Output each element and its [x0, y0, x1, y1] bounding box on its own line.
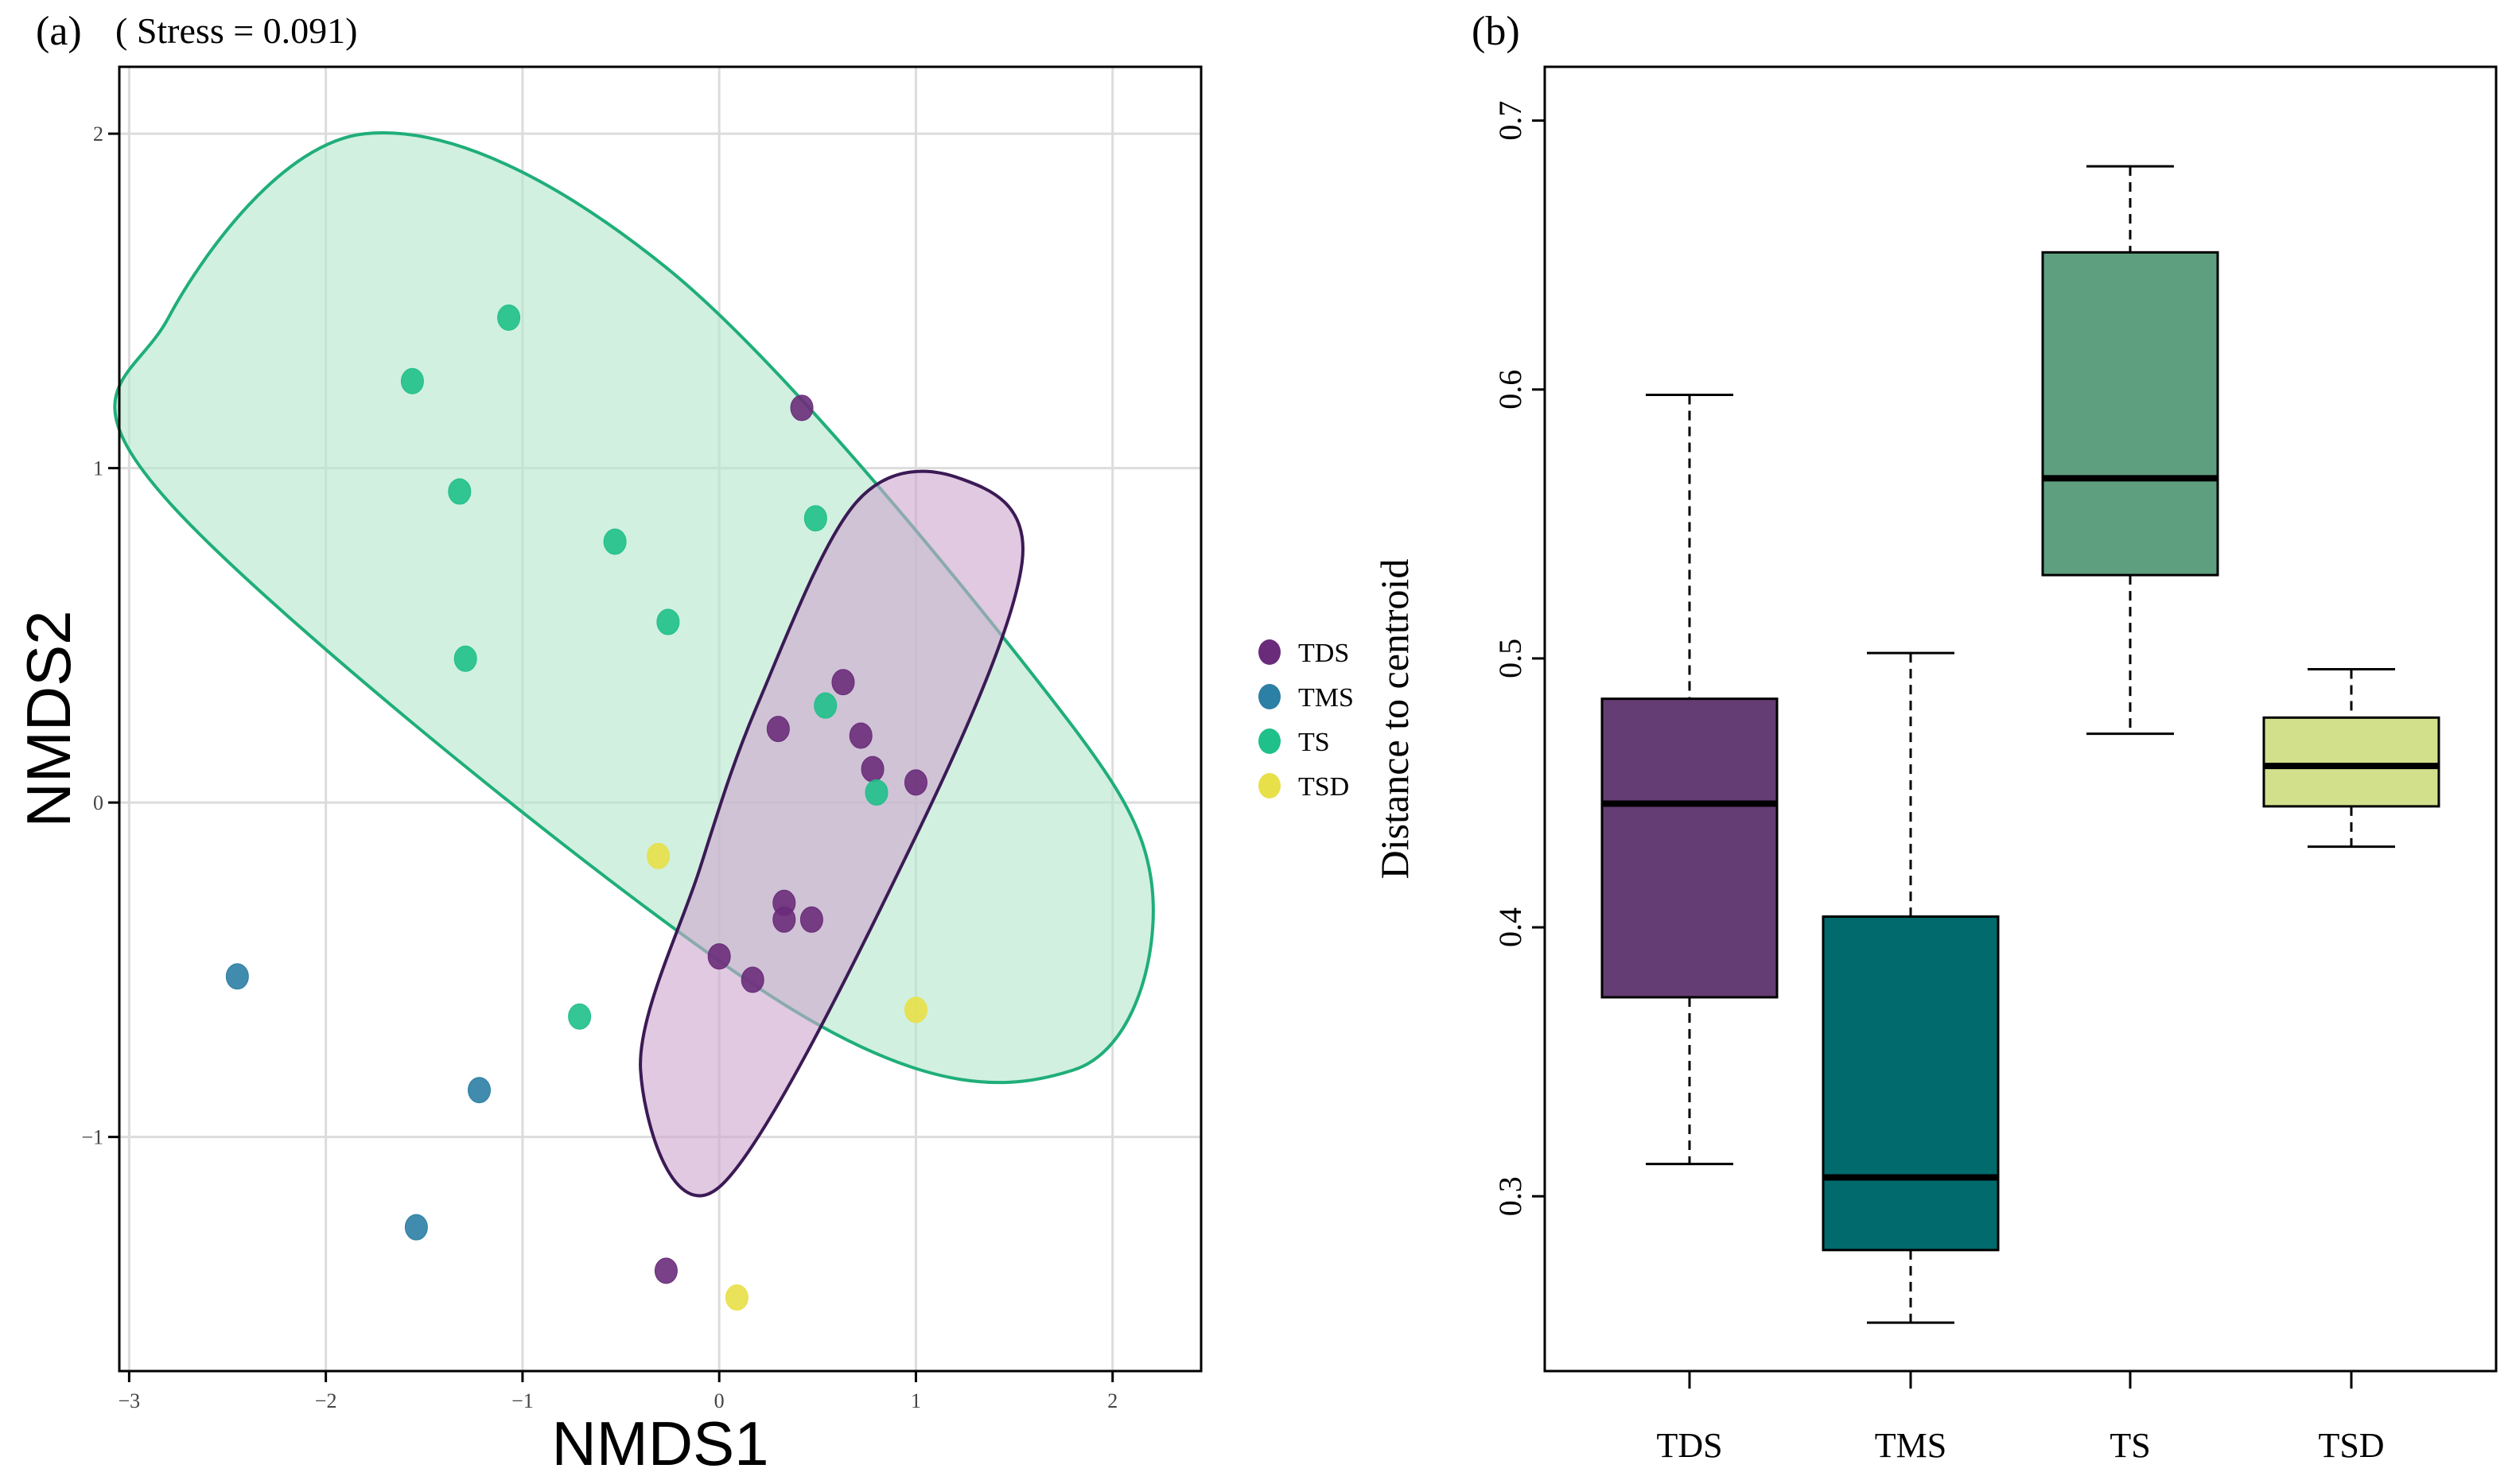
point-tds: [766, 716, 790, 743]
x-tick-label: 2: [1107, 1389, 1118, 1412]
x-tick-label: −1: [511, 1389, 534, 1412]
legend-swatch-tms: [1258, 684, 1281, 709]
legend-label-tds: TDS: [1298, 639, 1349, 668]
point-ts: [453, 645, 477, 672]
box-iqr: [2041, 251, 2219, 577]
box-tms: [1822, 651, 2000, 1324]
point-ts: [400, 367, 424, 394]
panel-b-tag: (b): [1472, 9, 1520, 54]
x-tick-label: TSD: [2318, 1426, 2384, 1465]
point-tds: [861, 756, 885, 783]
boxplot-frame: [1543, 65, 2498, 1373]
ellipse-tds: [639, 469, 1025, 1198]
y-tick-label: 0.3: [1492, 1176, 1528, 1216]
scatter-points: [225, 304, 927, 1311]
point-tds: [904, 769, 927, 796]
nmds-scatter-panel: −3 −2 −1 0 1 2 −1 0 1 2 NMDS1 NMDS2 TDS TMS TS TSD: [14, 65, 1354, 1478]
point-tms: [404, 1214, 428, 1241]
scatter-ellipses: [113, 131, 1155, 1198]
legend-label-tsd: TSD: [1298, 772, 1349, 802]
y-tick-label: 0.5: [1492, 639, 1528, 678]
y-tick-label: 0: [93, 791, 103, 814]
point-ts: [656, 608, 680, 635]
x-tick-label: TS: [2110, 1426, 2150, 1465]
y-tick-label: 1: [93, 457, 103, 480]
boxplot-y-axis-label: Distance to centroid: [1372, 559, 1417, 880]
point-tms: [468, 1077, 492, 1104]
box-tsd: [2262, 667, 2440, 849]
boxplot-axis-ticks: 0.3 0.4 0.5 0.6 0.7 TDS TMS TS TSD: [1492, 101, 2385, 1465]
x-tick-label: −3: [119, 1389, 141, 1412]
point-tds: [790, 394, 814, 422]
point-tds: [772, 906, 796, 933]
point-ts: [448, 478, 472, 505]
point-ts: [497, 304, 521, 331]
legend-label-tms: TMS: [1298, 683, 1354, 713]
box-tds: [1600, 394, 1779, 1166]
legend-swatch-tsd: [1258, 773, 1281, 798]
legend-label-ts: TS: [1298, 728, 1330, 757]
point-tds: [654, 1257, 678, 1284]
x-tick-label: 1: [911, 1389, 921, 1412]
x-tick-label: TMS: [1875, 1426, 1946, 1465]
legend-swatch-ts: [1258, 728, 1281, 754]
point-tds: [741, 966, 764, 993]
boxplot-panel: 0.3 0.4 0.5 0.6 0.7 TDS TMS TS TSD Distance to c…: [1372, 65, 2498, 1465]
panel-a-tag: (a): [36, 9, 82, 54]
point-tsd: [647, 842, 671, 869]
legend-swatch-tds: [1258, 639, 1281, 665]
scatter-x-axis-label: NMDS1: [551, 1408, 768, 1478]
scatter-axis-ticks: −3 −2 −1 0 1 2 −1 0 1 2: [81, 122, 1118, 1412]
scatter-plot-frame: [118, 65, 1203, 1373]
box-iqr: [2262, 716, 2440, 808]
y-tick-label: 0.4: [1492, 907, 1528, 947]
point-tds: [831, 669, 855, 696]
x-tick-label: TDS: [1656, 1426, 1722, 1465]
point-ts: [803, 505, 827, 532]
scatter-legend: TDS TMS TS TSD: [1258, 639, 1354, 802]
x-tick-label: −2: [315, 1389, 337, 1412]
point-ts: [814, 692, 838, 719]
point-tsd: [725, 1284, 749, 1311]
point-tds: [707, 943, 731, 970]
scatter-y-axis-label: NMDS2: [14, 610, 84, 827]
point-tds: [799, 906, 823, 933]
point-tms: [225, 963, 249, 990]
y-tick-label: 2: [93, 122, 103, 146]
y-tick-label: 0.7: [1492, 101, 1528, 141]
point-tsd: [904, 996, 927, 1024]
point-ts: [603, 528, 627, 555]
boxplot-boxes: [1600, 165, 2440, 1324]
point-tds: [849, 722, 873, 749]
point-ts: [865, 779, 889, 806]
y-tick-label: 0.6: [1492, 370, 1528, 410]
x-tick-label: 0: [714, 1389, 725, 1412]
point-ts: [568, 1003, 592, 1030]
box-iqr: [1822, 915, 2000, 1252]
box-ts: [2041, 165, 2219, 736]
panel-a-stress: ( Stress = 0.091): [115, 10, 357, 51]
y-tick-label: −1: [81, 1126, 103, 1149]
box-iqr: [1600, 697, 1779, 999]
